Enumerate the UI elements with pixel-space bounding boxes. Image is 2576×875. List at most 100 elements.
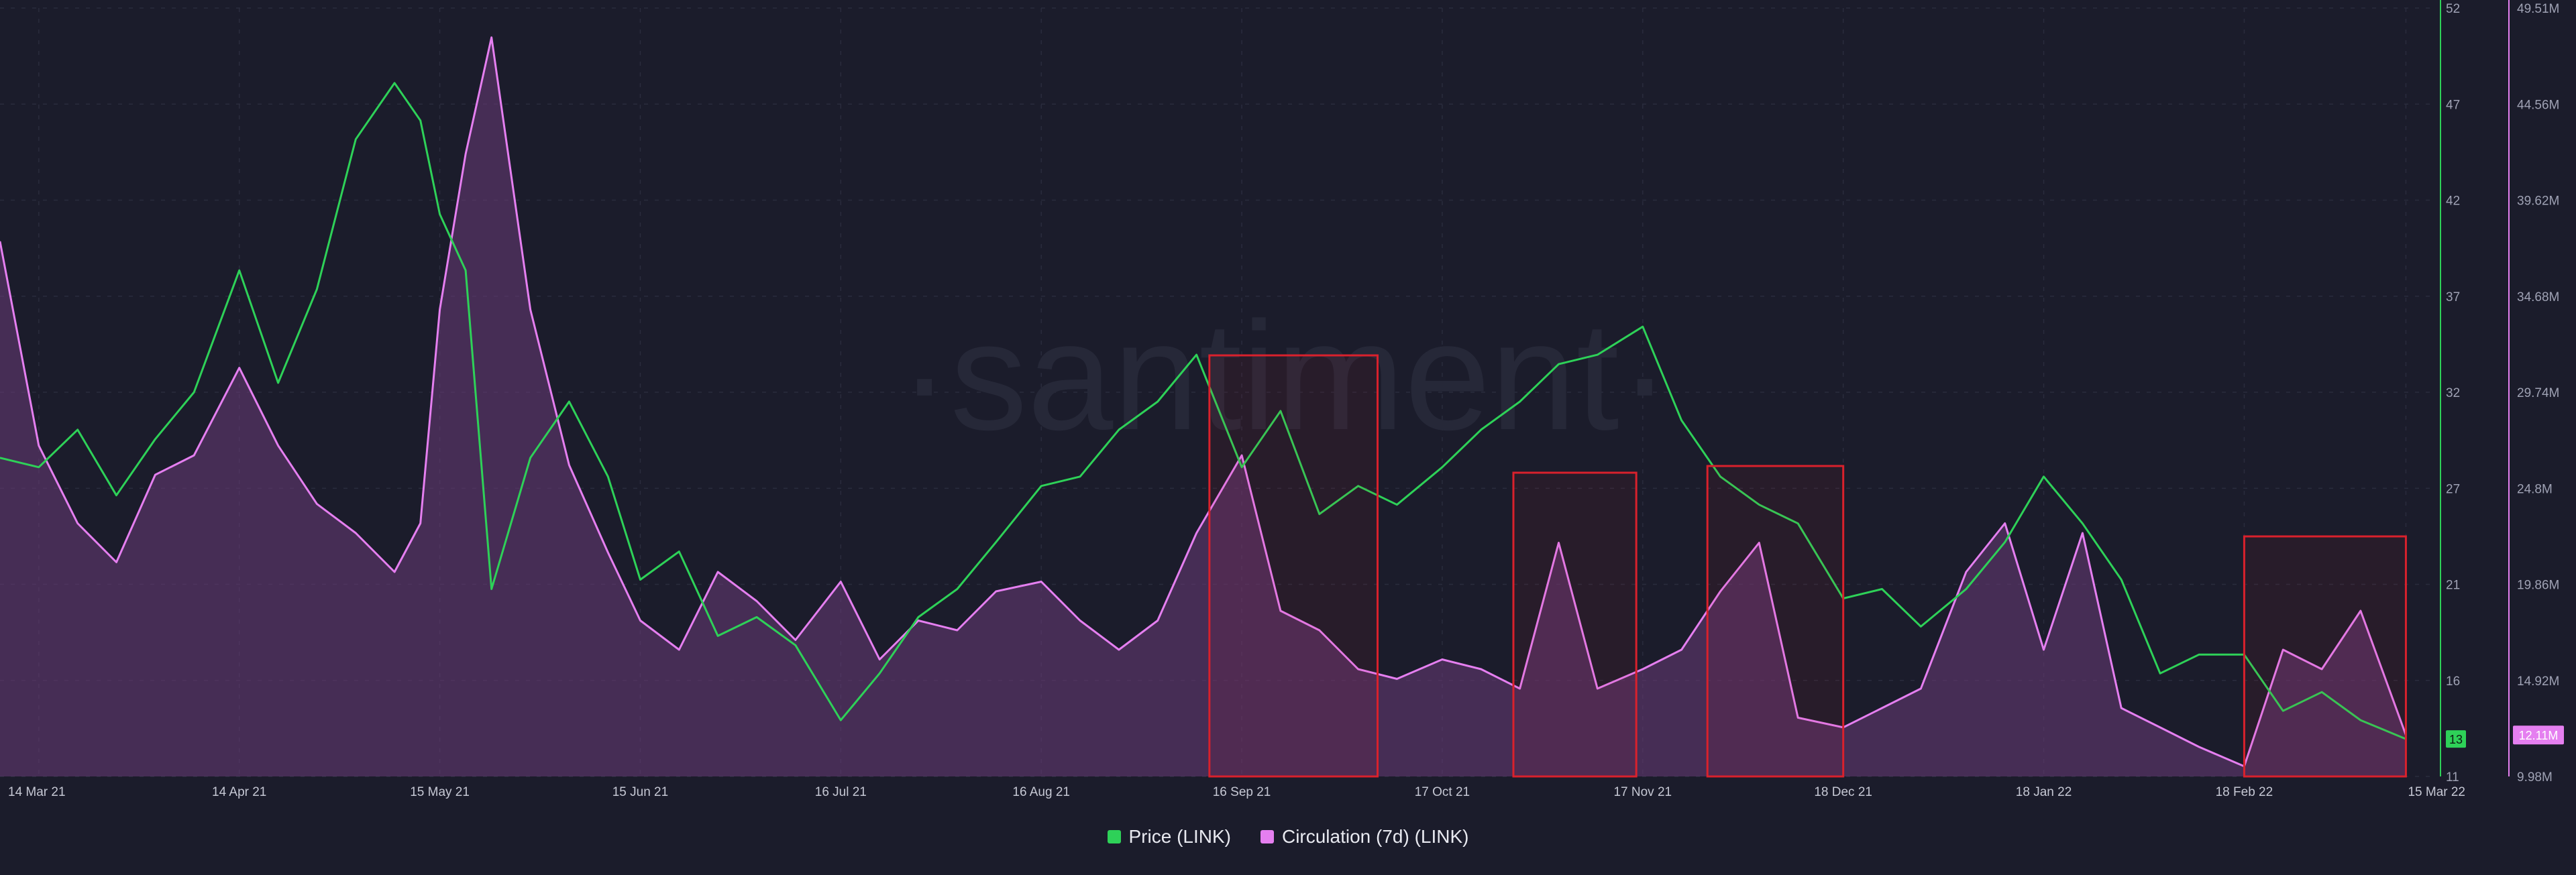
circulation-area <box>0 37 2406 776</box>
circulation-point <box>756 600 757 602</box>
price-tick-label: 21 <box>2446 579 2460 593</box>
price-point <box>394 82 395 84</box>
legend-item-circulation[interactable]: Circulation (7d) (LINK) <box>1260 826 1469 848</box>
x-tick-label: 14 Apr 21 <box>212 785 266 799</box>
price-point <box>2198 654 2200 656</box>
circulation-point <box>193 455 195 456</box>
price-point <box>2082 522 2084 524</box>
circulation-point <box>1680 649 1682 650</box>
circulation-point <box>1797 717 1799 719</box>
price-point <box>879 673 880 675</box>
circulation-point <box>995 591 997 592</box>
price-point <box>840 719 842 721</box>
circulation-point <box>639 620 641 622</box>
price-point <box>1079 475 1081 477</box>
circulation-point <box>1079 620 1081 622</box>
price-point <box>1357 485 1359 487</box>
price-point <box>439 213 441 215</box>
price-point <box>1195 354 1197 355</box>
price-point <box>1396 504 1398 506</box>
price-tick-label: 47 <box>2446 98 2460 112</box>
price-point <box>1040 485 1042 487</box>
circulation-point <box>1157 620 1159 622</box>
highlight-box <box>1512 471 1638 778</box>
circulation-point <box>2004 522 2006 524</box>
price-point <box>2321 691 2322 693</box>
circulation-point <box>918 620 919 622</box>
price-point <box>2121 579 2123 581</box>
circulation-point <box>1558 542 1560 544</box>
watermark: ·santiment· <box>899 290 1670 462</box>
circulation-current-label: 12.11M <box>2519 729 2559 742</box>
circulation-tick-label: 9.98M <box>2517 770 2553 784</box>
circulation-point <box>1241 455 1242 456</box>
x-axis-ticks: 14 Mar 21 14 Apr 21 15 May 21 15 Jun 21 16 J… <box>8 785 2465 799</box>
price-point <box>115 494 117 496</box>
price-point <box>1680 420 1682 421</box>
price-current-bg <box>2446 730 2466 748</box>
price-point <box>717 635 718 637</box>
circulation-point <box>1318 630 1320 631</box>
price-swatch <box>1107 830 1121 843</box>
price-point <box>2360 719 2361 721</box>
circulation-tick-label: 39.62M <box>2517 194 2559 209</box>
circulation-point <box>465 153 466 155</box>
price-point <box>1118 429 1120 430</box>
price-point <box>38 467 40 468</box>
price-tick-label: 11 <box>2446 770 2459 784</box>
circulation-point <box>840 581 842 583</box>
circulation-axis-ticks: 49.51M 44.56M 39.62M 34.68M 29.74M 24.8M 19.86… <box>2517 2 2559 784</box>
x-tick-label: 18 Feb 22 <box>2216 785 2273 799</box>
circulation-point <box>1966 571 1967 573</box>
price-point <box>1881 588 1883 590</box>
circulation-point <box>439 308 441 310</box>
x-tick-label: 16 Jul 21 <box>815 785 867 799</box>
x-tick-label: 18 Dec 21 <box>1814 785 1872 799</box>
price-current-label: 13 <box>2449 733 2463 746</box>
circulation-point <box>1519 688 1521 689</box>
circulation-point <box>355 532 357 534</box>
circulation-point <box>277 445 279 447</box>
circulation-point <box>1920 688 1922 689</box>
price-point <box>0 457 1 459</box>
legend-item-price[interactable]: Price (LINK) <box>1107 826 1231 848</box>
circulation-point <box>76 522 78 524</box>
circulation-point <box>115 561 117 563</box>
price-point <box>1241 467 1242 468</box>
x-tick-label: 17 Nov 21 <box>1613 785 1672 799</box>
price-point <box>316 288 318 290</box>
price-point <box>1797 522 1799 524</box>
circulation-tick-label: 29.74M <box>2517 386 2559 400</box>
price-point <box>2159 673 2161 675</box>
price-point <box>795 644 796 646</box>
price-point <box>756 616 757 618</box>
highlight-box <box>1208 354 1379 778</box>
circulation-point <box>2360 610 2361 611</box>
circulation-point <box>1597 688 1599 689</box>
price-point <box>1442 467 1443 468</box>
x-tick-label: 15 Mar 22 <box>2408 785 2465 799</box>
circulation-point <box>2082 532 2084 534</box>
price-tick-label: 42 <box>2446 194 2460 209</box>
price-point <box>2282 710 2284 711</box>
price-point <box>490 588 492 590</box>
price-layer <box>0 82 2407 740</box>
x-tick-label: 16 Aug 21 <box>1012 785 1070 799</box>
axes <box>2440 0 2510 776</box>
price-point <box>918 616 919 618</box>
circulation-point <box>1442 658 1443 660</box>
price-point <box>568 401 570 402</box>
price-point <box>1280 410 1281 412</box>
price-point <box>2043 475 2045 477</box>
circulation-point <box>957 630 958 631</box>
price-point <box>76 429 78 430</box>
price-point <box>1719 475 1721 477</box>
circulation-point <box>38 445 40 447</box>
price-point <box>154 439 156 440</box>
circulation-swatch <box>1260 830 1274 843</box>
circulation-point <box>607 552 609 553</box>
price-point <box>419 119 421 121</box>
circulation-point <box>1719 591 1721 592</box>
